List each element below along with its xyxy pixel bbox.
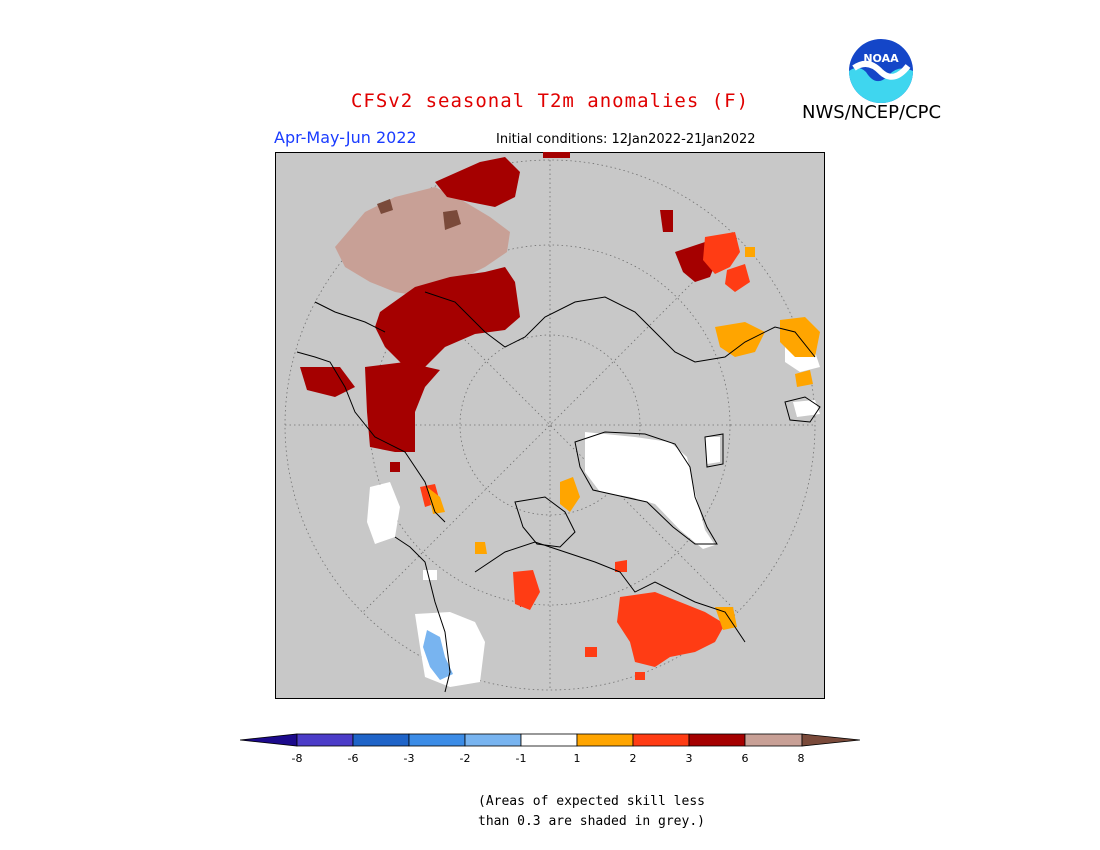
skill-note-line-2: than 0.3 are shaded in grey.): [478, 814, 705, 829]
colorbar-tick-label: -3: [403, 752, 415, 765]
coastlines: [296, 291, 821, 693]
noaa-logo: NOAA: [849, 39, 913, 103]
colorbar-tick-label: -6: [347, 752, 359, 765]
colorbar-tick-label: 6: [741, 752, 749, 765]
colorbar-tick-label: 3: [685, 752, 693, 765]
skill-note: (Areas of expected skill less than 0.3 a…: [478, 792, 705, 832]
colorbar: [240, 733, 860, 747]
colorbar-tick-label: -2: [459, 752, 471, 765]
colorbar-tick-label: 8: [797, 752, 805, 765]
colorbar-swatches: [296, 733, 803, 747]
skill-note-line-1: (Areas of expected skill less: [478, 794, 705, 809]
anomaly-orange: [427, 247, 820, 630]
agency-label: NWS/NCEP/CPC: [802, 102, 942, 123]
colorbar-tick-label: 2: [629, 752, 637, 765]
colorbar-low-arrow: [240, 733, 298, 747]
svg-text:NOAA: NOAA: [863, 52, 899, 65]
season-label: Apr-May-Jun 2022: [274, 128, 417, 147]
chart-title: CFSv2 seasonal T2m anomalies (F): [350, 90, 750, 112]
anomaly-light-brown: [335, 187, 510, 297]
graticule: [284, 159, 816, 691]
colorbar-tick-label: -8: [291, 752, 303, 765]
colorbar-high-arrow: [801, 733, 860, 747]
initial-conditions-label: Initial conditions: 12Jan2022-21Jan2022: [496, 132, 756, 147]
colorbar-tick-label: -1: [515, 752, 527, 765]
anomaly-light-blue: [423, 630, 453, 680]
polar-map: [275, 152, 825, 699]
anomaly-brown: [377, 199, 461, 230]
colorbar-tick-label: 1: [573, 752, 581, 765]
